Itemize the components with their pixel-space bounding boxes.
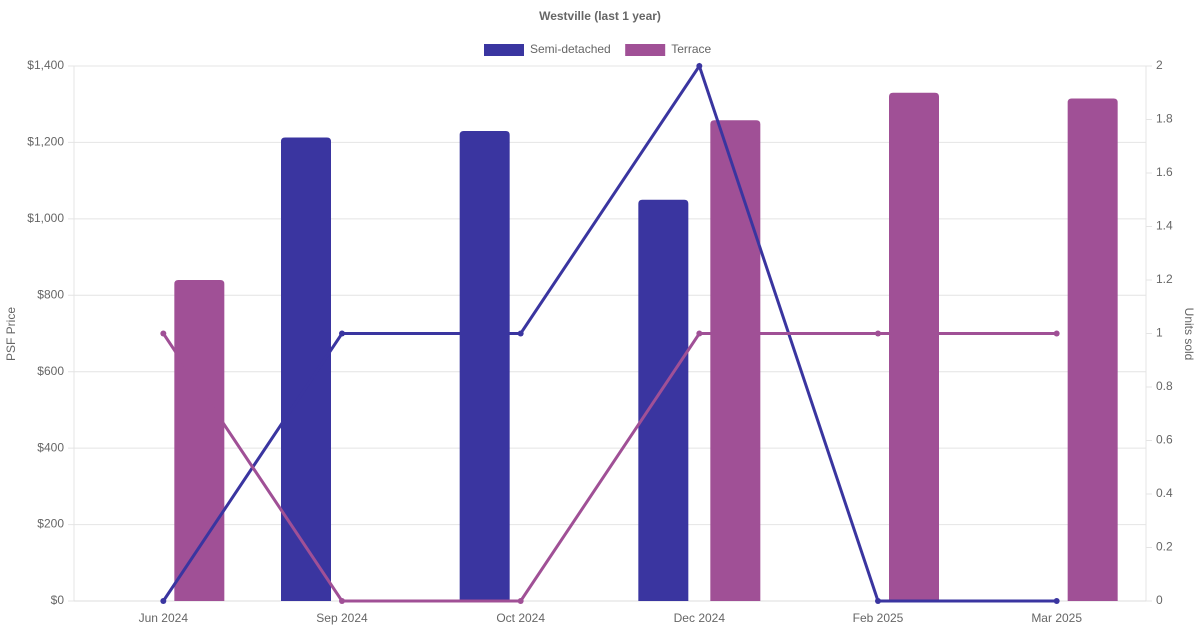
legend-label[interactable]: Terrace	[671, 42, 711, 56]
units-point	[875, 598, 881, 604]
units-point	[160, 330, 167, 337]
y-tick-label: $1,400	[27, 58, 64, 72]
bar	[638, 199, 689, 601]
bar	[1067, 98, 1118, 601]
legend-swatch[interactable]	[625, 44, 666, 56]
units-point	[875, 330, 881, 337]
y-tick-label: $1,200	[27, 135, 64, 149]
y-tick-label: $200	[37, 517, 64, 531]
y2-tick-label: 1.2	[1156, 272, 1173, 286]
units-point	[696, 330, 703, 337]
y2-tick-label: 0.2	[1156, 540, 1173, 554]
units-point	[339, 330, 345, 337]
y-tick-label: $400	[37, 440, 64, 454]
x-tick-label: Mar 2025	[1031, 611, 1082, 625]
x-tick-label: Sep 2024	[316, 611, 368, 625]
y2-tick-label: 1.4	[1156, 219, 1173, 233]
chart-title: Westville (last 1 year)	[539, 9, 661, 23]
y2-tick-label: 0.8	[1156, 379, 1173, 393]
bar	[174, 280, 225, 601]
y2-tick-label: 0.4	[1156, 486, 1173, 500]
y-tick-label: $800	[37, 287, 64, 301]
x-tick-label: Feb 2025	[853, 611, 904, 625]
legend-swatch[interactable]	[484, 44, 524, 56]
y2-tick-label: 0.6	[1156, 433, 1173, 447]
x-tick-label: Oct 2024	[496, 611, 545, 625]
x-tick-label: Dec 2024	[674, 611, 726, 625]
y2-tick-label: 1.8	[1156, 112, 1173, 126]
units-point	[517, 598, 524, 604]
y-axis-title: PSF Price	[4, 307, 18, 361]
y2-axis-title: Units sold	[1182, 308, 1196, 361]
units-line	[162, 62, 1057, 603]
y2-tick-label: 2	[1156, 58, 1163, 72]
units-point	[1053, 598, 1060, 604]
y-tick-label: $0	[51, 593, 65, 607]
bar	[889, 92, 939, 601]
bar	[459, 130, 510, 601]
bar	[710, 120, 761, 601]
x-tick-label: Jun 2024	[139, 611, 189, 625]
bar	[281, 137, 331, 602]
y-tick-label: $600	[37, 364, 64, 378]
units-point	[517, 330, 524, 337]
y-tick-label: $1,000	[27, 211, 64, 225]
units-point	[696, 63, 703, 69]
units-point	[1053, 330, 1060, 337]
y2-tick-label: 0	[1156, 593, 1163, 607]
units-point	[160, 598, 167, 604]
units-point	[339, 598, 345, 604]
legend-label[interactable]: Semi-detached	[530, 42, 611, 56]
y2-tick-label: 1	[1156, 326, 1163, 340]
units-line	[162, 332, 1057, 603]
y2-tick-label: 1.6	[1156, 165, 1173, 179]
